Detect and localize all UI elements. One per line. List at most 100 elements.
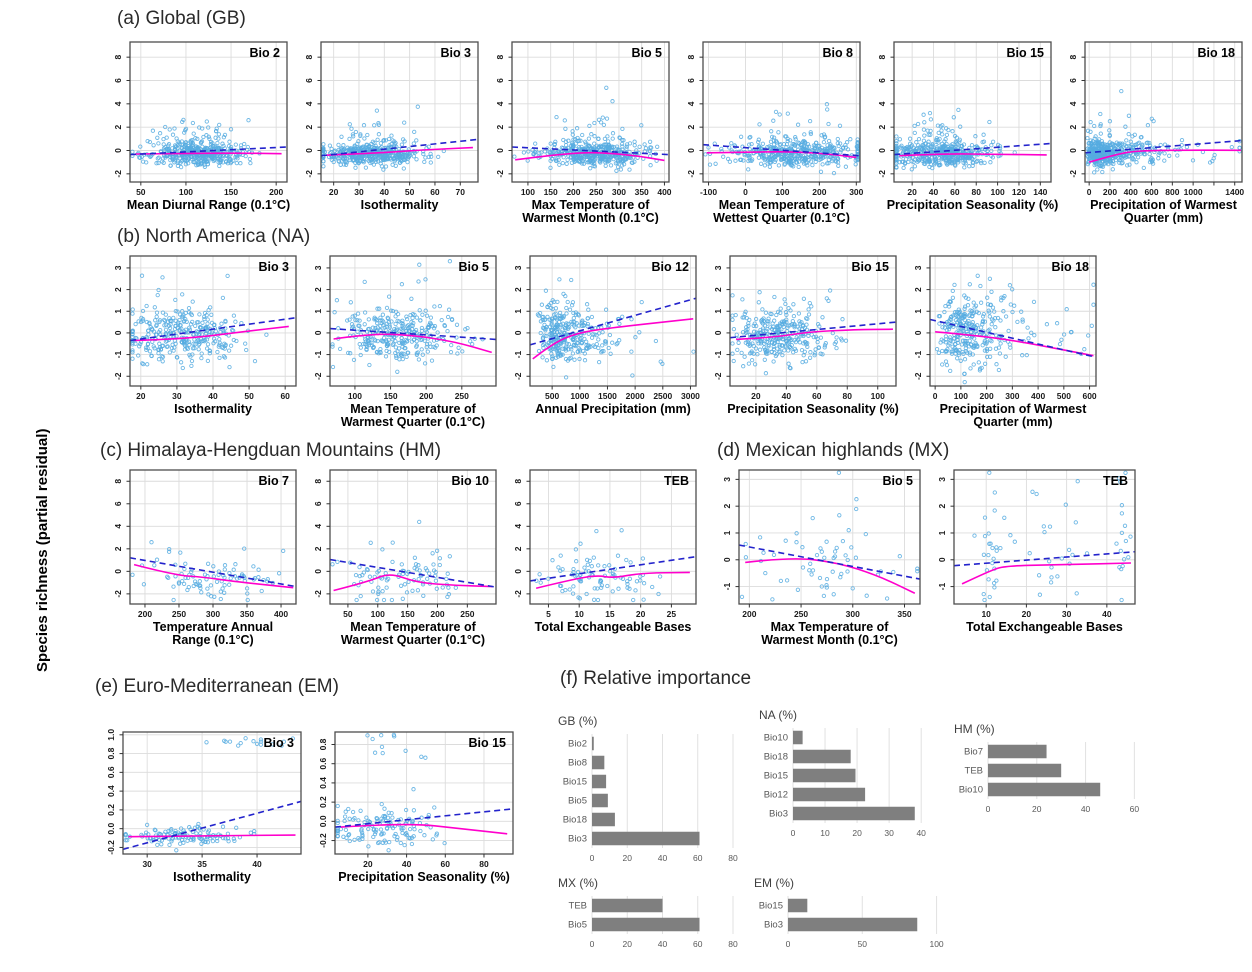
svg-text:50: 50 — [405, 187, 415, 197]
scatter-points — [130, 273, 269, 371]
importance-bar-bio10 — [988, 782, 1101, 797]
importance-bar-bio3 — [592, 831, 700, 846]
svg-text:40: 40 — [208, 391, 218, 401]
x-axis-label: Quarter (mm) — [1124, 211, 1203, 224]
importance-bar-label: Bio15 — [563, 777, 587, 788]
svg-text:-2: -2 — [113, 170, 123, 178]
scatter-plot-gb-bio18: 0 200 400 600 800 1000 1400 -2 0 2 4 6 8 Bio 18 Precip… — [1068, 41, 1244, 224]
svg-text:6: 6 — [1068, 78, 1078, 83]
x-axis-label: Precipitation Seasonality (%) — [338, 870, 510, 884]
scatter-points — [330, 259, 485, 374]
importance-bar-label: Bio18 — [563, 815, 587, 826]
svg-text:6: 6 — [877, 78, 887, 83]
x-axis-label: Warmest Month (0.1°C) — [761, 633, 898, 647]
scatter-cell-hm-bio7: 200 250 300 350 400 -2 0 2 4 6 8 Bio 7 Temperature A… — [103, 466, 303, 652]
x-axis-label: Isothermality — [174, 402, 252, 416]
importance-chart-title: HM (%) — [954, 722, 995, 736]
x-axis-label: Max Temperature of — [771, 620, 890, 634]
svg-text:0: 0 — [877, 148, 887, 153]
svg-text:2: 2 — [913, 287, 923, 292]
svg-text:-2: -2 — [1068, 170, 1078, 178]
x-axis-label: Total Exchangeable Bases — [966, 620, 1123, 634]
svg-text:800: 800 — [1165, 187, 1179, 197]
svg-text:20: 20 — [329, 187, 339, 197]
scatter-cell-gb-bio3: 20 30 40 50 60 70 -2 0 2 4 6 8 Bio 3 Isothermality — [294, 38, 485, 224]
scatter-points — [130, 117, 262, 170]
x-axis-label: Precipitation Seasonality (%) — [887, 198, 1058, 212]
svg-text:-2: -2 — [513, 372, 523, 380]
x-axis-label: Precipitation Seasonality (%) — [727, 402, 899, 416]
importance-chart-title: GB (%) — [558, 714, 598, 728]
smooth-trend-line — [133, 563, 294, 589]
importance-bar-label: Bio2 — [568, 739, 587, 750]
smooth-trend-line — [1088, 149, 1241, 163]
importance-chart-title: EM (%) — [754, 876, 794, 890]
svg-text:200: 200 — [566, 187, 580, 197]
importance-chart-na: NA (%) 0 10 20 30 40 Bio10 Bio18 Bio15 Bio12 Bio3 — [753, 708, 948, 841]
svg-text:2: 2 — [877, 125, 887, 130]
smooth-trend-line — [340, 823, 508, 835]
svg-text:4: 4 — [1068, 101, 1078, 106]
importance-bar-bio5 — [592, 917, 700, 932]
svg-text:8: 8 — [877, 55, 887, 60]
smooth-trend-line — [133, 325, 289, 342]
svg-text:200: 200 — [812, 187, 826, 197]
dashed-trend-line — [321, 138, 478, 157]
svg-text:20: 20 — [907, 187, 917, 197]
svg-text:0: 0 — [313, 330, 323, 335]
svg-text:0: 0 — [113, 330, 123, 335]
dashed-trend-line — [930, 318, 1096, 358]
scatter-points — [972, 470, 1133, 603]
svg-text:2: 2 — [713, 287, 723, 292]
svg-text:150: 150 — [383, 391, 397, 401]
svg-text:0: 0 — [495, 148, 505, 153]
smooth-trend-line — [899, 153, 1047, 157]
plot-variable-badge: Bio 8 — [822, 46, 853, 60]
svg-text:30: 30 — [354, 187, 364, 197]
svg-text:-2: -2 — [686, 170, 696, 178]
importance-bar-bio10 — [793, 730, 803, 745]
scatter-cell-gb-bio15: 20 40 60 80 100 120 140 -2 0 2 4 6 8 Bio 15 Precipitat… — [867, 38, 1058, 224]
svg-text:40: 40 — [782, 391, 792, 401]
importance-bar-label: Bio15 — [759, 901, 783, 912]
svg-text:6: 6 — [495, 78, 505, 83]
svg-text:3: 3 — [113, 265, 123, 270]
panel-b-plots: 20 30 40 50 60 -2 -1 0 1 2 3 Bio 3 Isothermality 100 1… — [103, 252, 1103, 434]
svg-text:2000: 2000 — [626, 391, 645, 401]
importance-bar-bio18 — [592, 812, 615, 827]
importance-bar-bio18 — [793, 749, 851, 764]
plot-variable-badge: Bio 7 — [258, 474, 289, 488]
dashed-trend-line — [1085, 139, 1242, 154]
svg-text:250: 250 — [455, 391, 469, 401]
scatter-points — [739, 470, 920, 602]
dashed-trend-line — [739, 544, 920, 580]
svg-text:20: 20 — [136, 391, 146, 401]
svg-text:4: 4 — [495, 101, 505, 106]
svg-text:300: 300 — [849, 187, 863, 197]
svg-text:100: 100 — [775, 187, 789, 197]
panel-a-plots: 50 100 150 200 -2 0 2 4 6 8 Bio 2 Mean Diurnal Rang… — [103, 38, 1249, 224]
svg-text:2: 2 — [1068, 125, 1078, 130]
svg-text:3: 3 — [513, 265, 523, 270]
dashed-trend-line — [954, 550, 1135, 567]
importance-bar-bio15 — [793, 768, 856, 783]
svg-text:2: 2 — [113, 287, 123, 292]
plot-variable-badge: Bio 3 — [440, 46, 471, 60]
importance-bar-label: Bio3 — [764, 920, 783, 931]
importance-bar-bio12 — [793, 787, 866, 802]
smooth-trend-line — [333, 574, 493, 592]
svg-text:6: 6 — [304, 78, 314, 83]
importance-bar-label: Bio15 — [764, 771, 788, 782]
dashed-trend-line — [130, 557, 296, 588]
svg-text:-2: -2 — [313, 372, 323, 380]
importance-bar-label: TEB — [569, 901, 587, 912]
smooth-trend-line — [135, 152, 282, 155]
shared-y-axis-label: Species richness (partial residual) — [34, 428, 51, 672]
x-axis-label: Mean Temperature of — [719, 198, 845, 212]
x-axis-label: Wettest Quarter (0.1°C) — [713, 211, 850, 224]
scatter-points — [512, 85, 660, 173]
